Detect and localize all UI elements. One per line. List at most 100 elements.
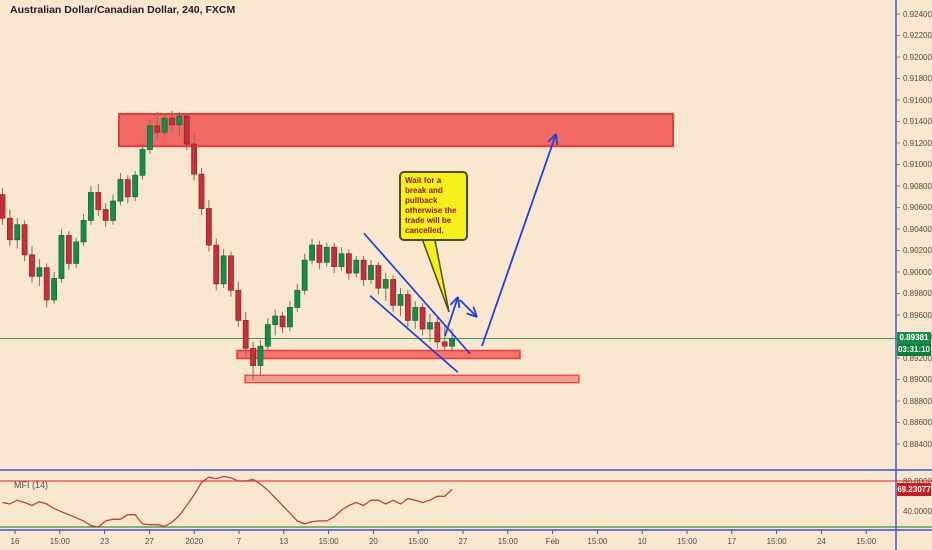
candle: [191, 133, 198, 181]
candle: [257, 339, 264, 377]
support-zone-1[interactable]: [236, 349, 521, 360]
time-axis-label: 23: [100, 537, 110, 546]
candle: [345, 249, 352, 280]
trade-note-callout[interactable]: Wait for a break and pullback otherwise …: [399, 171, 468, 241]
time-axis-label: 15:00: [408, 537, 429, 546]
candle: [323, 242, 330, 267]
candle: [95, 183, 102, 217]
candle: [6, 209, 13, 247]
candle: [397, 288, 404, 317]
price-axis-label: 0.88600: [903, 418, 932, 427]
time-axis-label: 2020: [185, 537, 204, 546]
price-axis-label: 0.92200: [903, 31, 932, 40]
price-axis-label: 0.89000: [903, 375, 932, 384]
projection-arrow[interactable]: [481, 133, 559, 347]
price-axis-label: 0.92400: [903, 9, 932, 19]
candle: [146, 119, 153, 154]
candle: [73, 237, 80, 268]
candle: [213, 238, 220, 291]
resistance-zone[interactable]: [118, 112, 674, 148]
candle: [169, 110, 175, 132]
bar-countdown-badge: 03:31:10: [897, 344, 931, 356]
candle: [250, 341, 256, 381]
candle: [316, 240, 323, 269]
candle: [14, 218, 21, 249]
time-axis-label: 24: [816, 537, 826, 546]
time-axis-label: 15:00: [676, 537, 698, 546]
time-axis-label: 27: [458, 537, 468, 546]
time-axis-label: 17: [727, 537, 737, 546]
candle: [154, 111, 161, 139]
candle: [382, 273, 389, 302]
candle: [29, 246, 35, 283]
candles-layer: [0, 110, 455, 381]
candle: [427, 313, 433, 342]
price-axis-label: 0.91800: [903, 74, 932, 83]
candle: [183, 113, 190, 151]
candle: [205, 199, 212, 252]
price-axis-label: 0.89800: [903, 289, 932, 298]
candle: [124, 175, 131, 204]
candle: [235, 281, 242, 327]
time-axis-label: 15:00: [766, 537, 787, 546]
candle: [51, 272, 57, 305]
candle: [117, 173, 124, 206]
time-axis-label: 20: [368, 537, 378, 546]
price-axis-label: 0.91000: [903, 160, 932, 169]
candle: [161, 113, 168, 137]
time-axis-label: 15:00: [49, 537, 70, 546]
candle: [272, 309, 279, 336]
candle: [301, 253, 308, 295]
candle: [375, 262, 382, 295]
trade-note-text: Wait for a break and pullback otherwise …: [405, 176, 457, 235]
support-zone-2[interactable]: [244, 374, 580, 384]
candle: [198, 167, 205, 216]
mfi-line: [2, 475, 453, 528]
price-axis-label: 0.90600: [903, 203, 932, 212]
candle: [65, 231, 72, 270]
candle: [132, 170, 139, 202]
candle: [287, 301, 293, 332]
symbol-title: Australian Dollar/Canadian Dollar, 240, …: [10, 4, 236, 16]
candle: [331, 242, 338, 274]
channel-lower-trendline[interactable]: [369, 295, 459, 374]
candle: [353, 255, 360, 278]
last-price-badge: 0.89381: [897, 332, 931, 344]
price-axis-label: 0.92000: [903, 52, 932, 62]
candle: [441, 324, 448, 351]
candle: [43, 263, 50, 308]
pullback-down-arrow[interactable]: [459, 299, 478, 318]
price-axis-label: 0.90400: [903, 224, 932, 234]
candle: [0, 188, 6, 225]
time-axis-label: 15:00: [318, 537, 339, 546]
candle: [419, 303, 426, 336]
candle: [434, 318, 441, 349]
candle: [242, 311, 249, 355]
price-axis-label: 0.91400: [903, 117, 932, 126]
candle: [279, 311, 286, 334]
time-axis-label: 27: [144, 537, 154, 546]
time-axis-label: 10: [637, 537, 647, 546]
price-axis-label: 0.91600: [903, 95, 932, 105]
candle: [309, 238, 315, 265]
candle: [264, 318, 271, 351]
candle: [88, 186, 94, 225]
candle: [220, 249, 227, 289]
pullback-up-arrow[interactable]: [444, 296, 461, 337]
candle: [368, 260, 374, 284]
candle: [36, 259, 43, 286]
candle: [390, 275, 397, 312]
candle: [21, 220, 28, 262]
candle: [102, 203, 109, 227]
channel-upper-trendline[interactable]: [363, 232, 471, 355]
price-axis-label: 0.89600: [903, 310, 932, 320]
candle: [338, 247, 345, 271]
mfi-value-badge: 69.23077: [897, 483, 931, 496]
time-axis-label: 13: [279, 537, 289, 546]
price-axis-label: 0.90000: [903, 267, 932, 277]
time-axis-label: 15:00: [497, 537, 518, 546]
